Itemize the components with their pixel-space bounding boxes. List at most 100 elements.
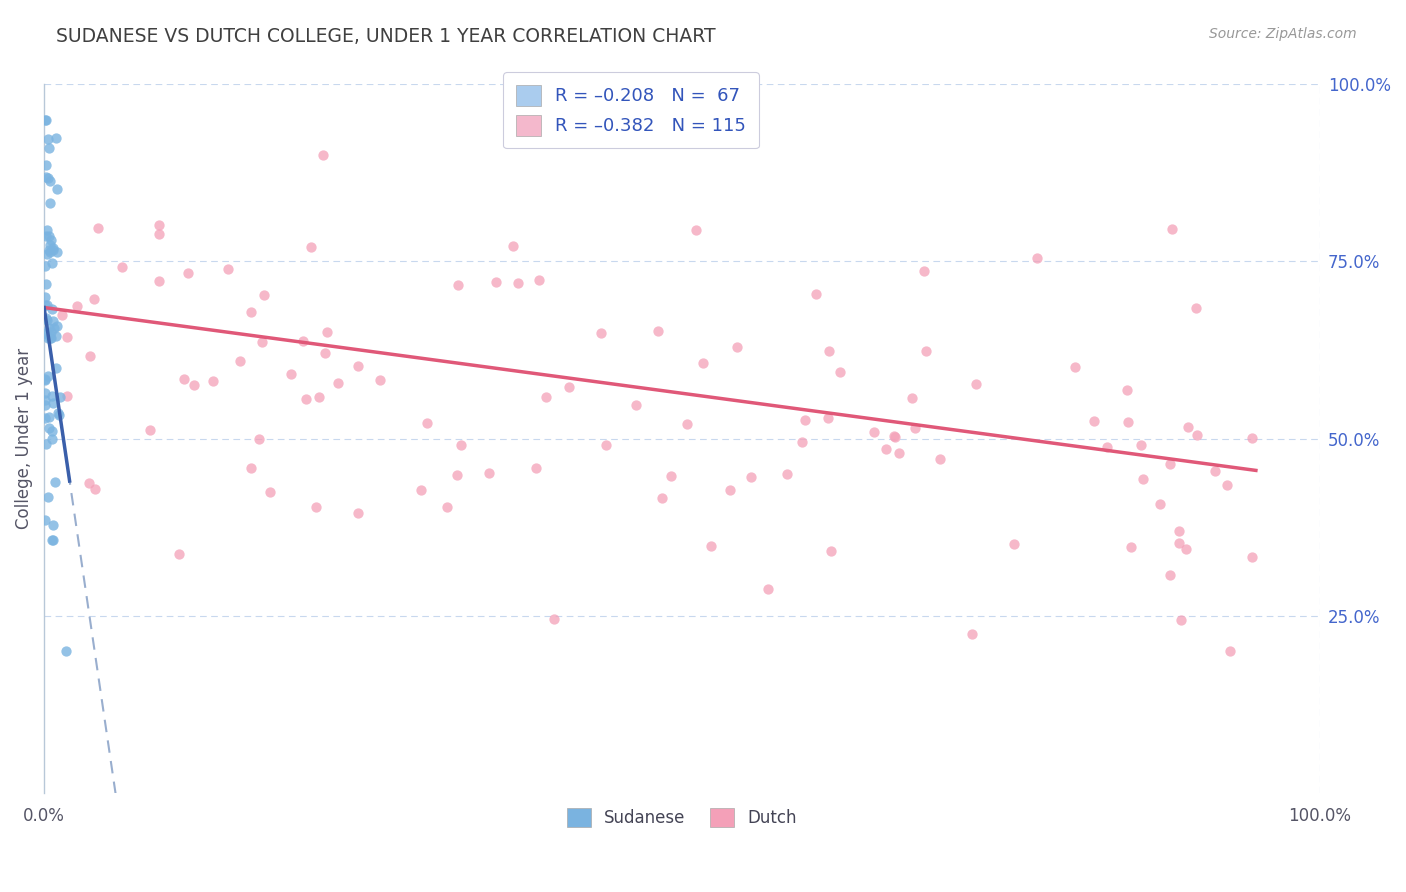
- Point: [370, 374, 392, 388]
- Point: [87, 220, 110, 235]
- Point: [39, 233, 62, 247]
- Point: [79, 349, 101, 363]
- Point: [41, 533, 63, 547]
- Point: [34, 298, 56, 312]
- Point: [818, 343, 841, 358]
- Point: [111, 260, 134, 275]
- Point: [347, 359, 370, 373]
- Point: [756, 582, 779, 596]
- Point: [35, 158, 58, 172]
- Point: [34, 436, 56, 450]
- Point: [35, 229, 58, 244]
- Point: [311, 148, 333, 162]
- Point: [249, 433, 271, 447]
- Point: [45, 318, 67, 333]
- Point: [42, 241, 65, 255]
- Point: [41, 433, 63, 447]
- Point: [436, 500, 458, 514]
- Point: [49, 390, 72, 404]
- Point: [305, 500, 328, 514]
- Point: [659, 469, 682, 483]
- Point: [37, 171, 59, 186]
- Point: [416, 416, 439, 430]
- Point: [41, 518, 63, 533]
- Point: [884, 429, 907, 443]
- Point: [1159, 567, 1181, 582]
- Point: [883, 429, 905, 443]
- Point: [828, 365, 851, 379]
- Point: [447, 277, 470, 292]
- Point: [34, 259, 56, 273]
- Point: [536, 390, 558, 404]
- Point: [41, 244, 63, 258]
- Point: [595, 438, 617, 452]
- Point: [1002, 537, 1025, 551]
- Point: [1174, 541, 1197, 556]
- Point: [173, 371, 195, 385]
- Point: [316, 325, 339, 339]
- Point: [34, 290, 56, 304]
- Point: [792, 435, 814, 450]
- Point: [41, 533, 63, 548]
- Point: [502, 239, 524, 253]
- Point: [962, 627, 984, 641]
- Y-axis label: College, Under 1 year: College, Under 1 year: [15, 348, 32, 529]
- Point: [624, 398, 647, 412]
- Point: [42, 396, 65, 410]
- Point: [1130, 438, 1153, 452]
- Point: [1083, 415, 1105, 429]
- Point: [46, 182, 69, 196]
- Point: [55, 330, 77, 344]
- Point: [34, 372, 56, 386]
- Point: [1159, 457, 1181, 471]
- Point: [39, 195, 62, 210]
- Point: [148, 219, 170, 233]
- Point: [35, 112, 58, 127]
- Point: [148, 273, 170, 287]
- Point: [804, 287, 827, 301]
- Point: [83, 292, 105, 306]
- Point: [651, 491, 673, 505]
- Point: [55, 644, 77, 658]
- Point: [37, 313, 59, 327]
- Point: [863, 425, 886, 439]
- Point: [484, 275, 506, 289]
- Point: [524, 461, 547, 475]
- Point: [740, 470, 762, 484]
- Point: [250, 334, 273, 349]
- Point: [1219, 644, 1241, 658]
- Point: [1161, 222, 1184, 236]
- Point: [201, 374, 224, 388]
- Point: [34, 393, 56, 408]
- Point: [820, 543, 842, 558]
- Point: [45, 361, 67, 376]
- Point: [1115, 383, 1137, 397]
- Point: [37, 246, 59, 260]
- Point: [1241, 431, 1264, 445]
- Point: [647, 324, 669, 338]
- Point: [35, 311, 58, 326]
- Point: [34, 169, 56, 184]
- Point: [1167, 524, 1189, 539]
- Point: [1025, 251, 1047, 265]
- Point: [46, 245, 69, 260]
- Point: [42, 314, 65, 328]
- Point: [292, 334, 315, 348]
- Point: [1064, 359, 1087, 374]
- Point: [692, 356, 714, 370]
- Point: [48, 408, 70, 422]
- Point: [41, 389, 63, 403]
- Point: [34, 411, 56, 425]
- Point: [176, 266, 198, 280]
- Point: [37, 223, 59, 237]
- Point: [37, 298, 59, 312]
- Point: [1177, 420, 1199, 434]
- Point: [37, 331, 59, 345]
- Point: [1167, 536, 1189, 550]
- Point: [1216, 478, 1239, 492]
- Legend: Sudanese, Dutch: Sudanese, Dutch: [561, 801, 803, 834]
- Point: [37, 490, 59, 504]
- Point: [253, 288, 276, 302]
- Point: [1204, 464, 1226, 478]
- Point: [1097, 440, 1119, 454]
